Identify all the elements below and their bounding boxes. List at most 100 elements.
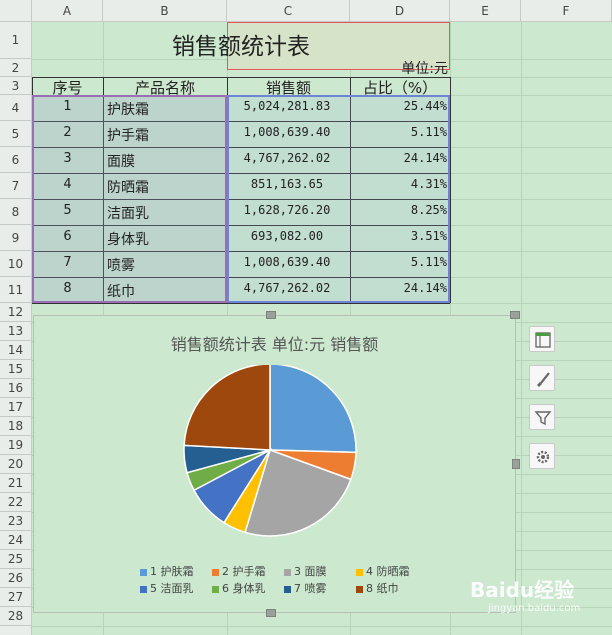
row-header-3[interactable]: 3	[0, 77, 32, 95]
cell-product-name[interactable]: 护手霜	[107, 128, 149, 144]
merged-cell-selection[interactable]	[227, 22, 450, 70]
pie-slice-3[interactable]	[244, 449, 352, 537]
legend-label: 3 面膜	[294, 565, 327, 578]
chart-resize-handle-right[interactable]	[512, 459, 520, 469]
cell-share[interactable]: 5.11%	[410, 125, 447, 139]
cell-sales[interactable]: 5,024,281.83	[243, 99, 331, 113]
row-header-2[interactable]: 2	[0, 59, 32, 77]
row-header-24[interactable]: 24	[0, 531, 32, 550]
pie-slice-8[interactable]	[183, 365, 271, 451]
row-header-28[interactable]: 28	[0, 607, 32, 626]
cell-sales[interactable]: 1,008,639.40	[243, 255, 331, 269]
row-header-10[interactable]: 10	[0, 251, 32, 277]
header-index: 序号	[52, 79, 83, 97]
row-header-19[interactable]: 19	[0, 436, 32, 455]
row-header-22[interactable]: 22	[0, 493, 32, 512]
column-header-d[interactable]: D	[350, 0, 450, 22]
legend-item: 2 护手霜	[212, 563, 284, 580]
legend-swatch	[140, 568, 147, 576]
cell-index[interactable]: 6	[63, 229, 72, 244]
cell-product-name[interactable]: 身体乳	[107, 232, 149, 248]
cell-product-name[interactable]: 喷雾	[107, 258, 135, 274]
legend-swatch	[212, 568, 219, 576]
cell-sales[interactable]: 1,008,639.40	[243, 125, 331, 139]
cell-sales[interactable]: 4,767,262.02	[243, 281, 331, 295]
legend-swatch	[140, 585, 147, 593]
table-border-h	[32, 225, 450, 226]
filter-icon[interactable]	[529, 404, 555, 430]
row-header-18[interactable]: 18	[0, 417, 32, 436]
range-selection-ab[interactable]	[32, 95, 227, 303]
row-header-16[interactable]: 16	[0, 379, 32, 398]
row-header-1[interactable]: 1	[0, 22, 32, 59]
legend-label: 5 洁面乳	[150, 582, 194, 595]
column-header-c[interactable]: C	[227, 0, 350, 22]
row-header-9[interactable]: 9	[0, 225, 32, 251]
cell-share[interactable]: 24.14%	[403, 151, 447, 165]
row-header-26[interactable]: 26	[0, 569, 32, 588]
header-product-name: 产品名称	[134, 79, 195, 97]
row-header-20[interactable]: 20	[0, 455, 32, 474]
row-header-21[interactable]: 21	[0, 474, 32, 493]
legend-swatch	[284, 585, 291, 593]
row-header-25[interactable]: 25	[0, 550, 32, 569]
row-header-8[interactable]: 8	[0, 199, 32, 225]
cell-index[interactable]: 8	[63, 281, 72, 296]
row-header-7[interactable]: 7	[0, 173, 32, 199]
table-border-h	[32, 251, 450, 252]
cell-product-name[interactable]: 护肤霜	[107, 102, 149, 118]
column-header-f[interactable]: F	[521, 0, 612, 22]
row-header-14[interactable]: 14	[0, 341, 32, 360]
column-header-b[interactable]: B	[103, 0, 227, 22]
cell-share[interactable]: 5.11%	[410, 255, 447, 269]
row-header-4[interactable]: 4	[0, 95, 32, 121]
row-header-27[interactable]: 27	[0, 588, 32, 607]
cell-index[interactable]: 3	[63, 151, 72, 166]
cell-index[interactable]: 1	[63, 99, 72, 114]
row-header-17[interactable]: 17	[0, 398, 32, 417]
pie-slice-1[interactable]	[269, 365, 357, 454]
row-header-13[interactable]: 13	[0, 322, 32, 341]
brush-style-icon[interactable]	[529, 365, 555, 391]
cell-index[interactable]: 2	[63, 125, 72, 140]
cell-index[interactable]: 7	[63, 255, 72, 270]
cell-index[interactable]: 5	[63, 203, 72, 218]
chart-title: 销售额统计表 单位:元 销售额	[170, 335, 379, 354]
table-border-h	[32, 303, 450, 304]
table-border-h	[32, 77, 450, 78]
chart-resize-handle-bottom[interactable]	[266, 609, 276, 617]
row-header-12[interactable]: 12	[0, 303, 32, 322]
column-header-e[interactable]: E	[450, 0, 521, 22]
chart-resize-handle-top[interactable]	[266, 311, 276, 319]
cell-share[interactable]: 24.14%	[403, 281, 447, 295]
cell-sales[interactable]: 851,163.65	[250, 177, 324, 191]
table-border-v	[350, 77, 351, 303]
range-selection-cd[interactable]	[227, 95, 450, 303]
cell-product-name[interactable]: 洁面乳	[107, 206, 149, 222]
cell-share[interactable]: 3.51%	[410, 229, 447, 243]
sheet-title: 销售额统计表	[172, 34, 310, 60]
cell-share[interactable]: 4.31%	[410, 177, 447, 191]
cell-share[interactable]: 25.44%	[403, 99, 447, 113]
cell-share[interactable]: 8.25%	[410, 203, 447, 217]
cell-product-name[interactable]: 防晒霜	[107, 180, 149, 196]
chart-resize-handle-corner[interactable]	[510, 311, 520, 319]
row-header-6[interactable]: 6	[0, 147, 32, 173]
legend-label: 4 防晒霜	[366, 565, 410, 578]
row-header-11[interactable]: 11	[0, 277, 32, 303]
row-header-23[interactable]: 23	[0, 512, 32, 531]
cell-sales[interactable]: 1,628,726.20	[243, 203, 331, 217]
cell-product-name[interactable]: 面膜	[107, 154, 135, 170]
column-header-a[interactable]: A	[32, 0, 103, 22]
corner-select-all[interactable]	[0, 0, 32, 22]
grid-vline	[521, 22, 522, 635]
legend-label: 1 护肤霜	[150, 565, 194, 578]
row-header-15[interactable]: 15	[0, 360, 32, 379]
cell-index[interactable]: 4	[63, 177, 72, 192]
cell-sales[interactable]: 4,767,262.02	[243, 151, 331, 165]
row-header-5[interactable]: 5	[0, 121, 32, 147]
settings-icon[interactable]	[529, 443, 555, 469]
cell-product-name[interactable]: 纸巾	[107, 284, 135, 300]
chart-elements-icon[interactable]	[529, 326, 555, 352]
cell-sales[interactable]: 693,082.00	[250, 229, 324, 243]
